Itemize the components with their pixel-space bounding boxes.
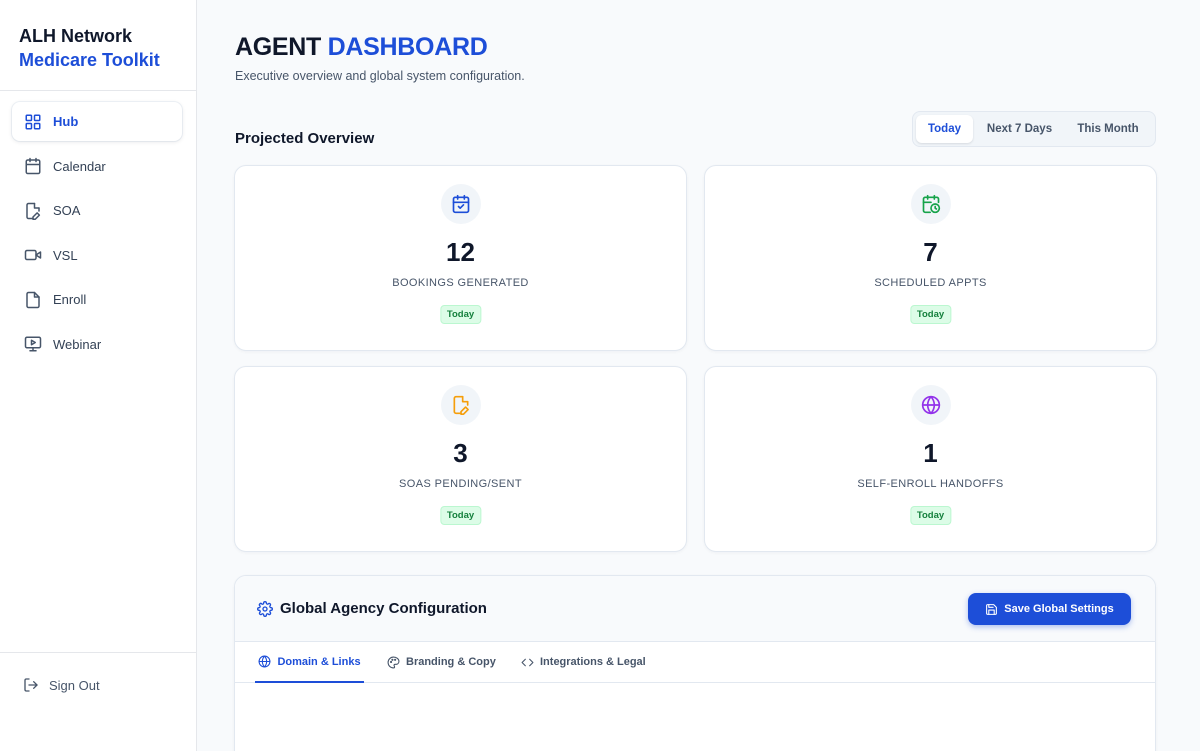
config-title: Global Agency Configuration bbox=[257, 600, 487, 617]
status-badge: Today bbox=[909, 506, 952, 525]
stat-label: SCHEDULED APPTS bbox=[874, 277, 987, 289]
sidebar-item-soa[interactable]: SOA bbox=[12, 191, 182, 230]
page-subtitle: Executive overview and global system con… bbox=[235, 69, 525, 83]
stat-value: 12 bbox=[446, 237, 475, 267]
config-header: Global Agency Configuration Save Global … bbox=[235, 576, 1155, 642]
global-config-panel: Global Agency Configuration Save Global … bbox=[234, 575, 1156, 751]
brand-product: Medicare Toolkit bbox=[19, 50, 160, 70]
tab-label: Domain & Links bbox=[277, 655, 361, 668]
sidebar-item-hub[interactable]: Hub bbox=[12, 102, 182, 141]
sidebar-item-label: Enroll bbox=[53, 292, 87, 307]
grid-icon bbox=[24, 113, 42, 131]
document-icon bbox=[24, 291, 42, 309]
date-range-tabs: Today Next 7 Days This Month bbox=[912, 111, 1156, 147]
stat-label: SOAS PENDING/SENT bbox=[399, 478, 522, 490]
sidebar-item-calendar[interactable]: Calendar bbox=[12, 147, 182, 186]
gear-icon bbox=[257, 600, 273, 617]
stat-label: SELF-ENROLL HANDOFFS bbox=[857, 478, 1004, 490]
config-tabs: Domain & Links Branding & Copy Integrati… bbox=[235, 642, 1155, 683]
globe-icon bbox=[910, 385, 951, 425]
tab-label: Integrations & Legal bbox=[540, 656, 646, 668]
log-out-icon bbox=[24, 678, 38, 692]
sidebar-item-webinar[interactable]: Webinar bbox=[12, 325, 182, 364]
tab-integrations-legal[interactable]: Integrations & Legal bbox=[521, 642, 646, 682]
sidebar-item-label: SOA bbox=[53, 203, 81, 218]
calendar-icon bbox=[24, 157, 42, 175]
tab-label: Branding & Copy bbox=[406, 656, 496, 668]
stat-card-bookings: 12 BOOKINGS GENERATED Today bbox=[234, 165, 687, 351]
page-title-plain: AGENT bbox=[235, 33, 328, 61]
sign-out-button[interactable]: Sign Out bbox=[23, 677, 100, 693]
sidebar-item-label: Calendar bbox=[53, 158, 106, 174]
status-badge: Today bbox=[439, 305, 482, 324]
sign-out-label: Sign Out bbox=[49, 677, 100, 693]
page-title: AGENT DASHBOARD bbox=[235, 33, 488, 62]
presentation-icon bbox=[24, 335, 42, 353]
sidebar-item-enroll[interactable]: Enroll bbox=[12, 280, 182, 319]
stat-value: 1 bbox=[923, 438, 938, 468]
sidebar-item-label: Webinar bbox=[53, 336, 102, 352]
range-tab-this-month[interactable]: This Month bbox=[1077, 123, 1139, 135]
brand-name: ALH Network bbox=[19, 26, 133, 46]
stat-value: 3 bbox=[453, 438, 468, 468]
sidebar-item-vsl[interactable]: VSL bbox=[12, 236, 182, 275]
save-button-label: Save Global Settings bbox=[1004, 603, 1114, 615]
sidebar-item-label: Hub bbox=[53, 114, 79, 129]
brand-divider bbox=[0, 90, 196, 91]
range-tab-today[interactable]: Today bbox=[916, 115, 973, 143]
video-icon bbox=[24, 246, 42, 264]
stat-card-scheduled-appts: 7 SCHEDULED APPTS Today bbox=[704, 165, 1157, 351]
tab-domain-links[interactable]: Domain & Links bbox=[255, 642, 364, 683]
sidebar-bottom-divider bbox=[0, 652, 196, 653]
page-title-accent: DASHBOARD bbox=[327, 33, 488, 61]
file-edit-icon bbox=[24, 202, 42, 220]
stat-card-self-enroll: 1 SELF-ENROLL HANDOFFS Today bbox=[704, 366, 1157, 552]
overview-title: Projected Overview bbox=[235, 130, 375, 147]
save-global-settings-button[interactable]: Save Global Settings bbox=[968, 593, 1131, 625]
sidebar: ALH Network Medicare Toolkit Hub Calenda… bbox=[0, 0, 197, 751]
stat-value: 7 bbox=[923, 237, 938, 267]
code-icon bbox=[521, 658, 534, 666]
status-badge: Today bbox=[439, 506, 482, 525]
file-edit-icon bbox=[440, 385, 481, 425]
stat-card-soas: 3 SOAS PENDING/SENT Today bbox=[234, 366, 687, 552]
save-icon bbox=[986, 603, 998, 615]
calendar-clock-icon bbox=[910, 184, 951, 224]
config-title-text: Global Agency Configuration bbox=[280, 600, 487, 617]
palette-icon bbox=[387, 656, 400, 668]
status-badge: Today bbox=[909, 305, 952, 324]
globe-icon bbox=[258, 655, 271, 668]
calendar-check-icon bbox=[440, 184, 481, 224]
brand: ALH Network Medicare Toolkit bbox=[19, 24, 160, 73]
range-tab-next-7-days[interactable]: Next 7 Days bbox=[986, 123, 1053, 135]
sidebar-item-label: VSL bbox=[53, 247, 78, 263]
tab-branding-copy[interactable]: Branding & Copy bbox=[387, 642, 496, 682]
stat-label: BOOKINGS GENERATED bbox=[392, 277, 529, 289]
sidebar-nav: Hub Calendar SOA VSL Enroll bbox=[12, 102, 182, 369]
